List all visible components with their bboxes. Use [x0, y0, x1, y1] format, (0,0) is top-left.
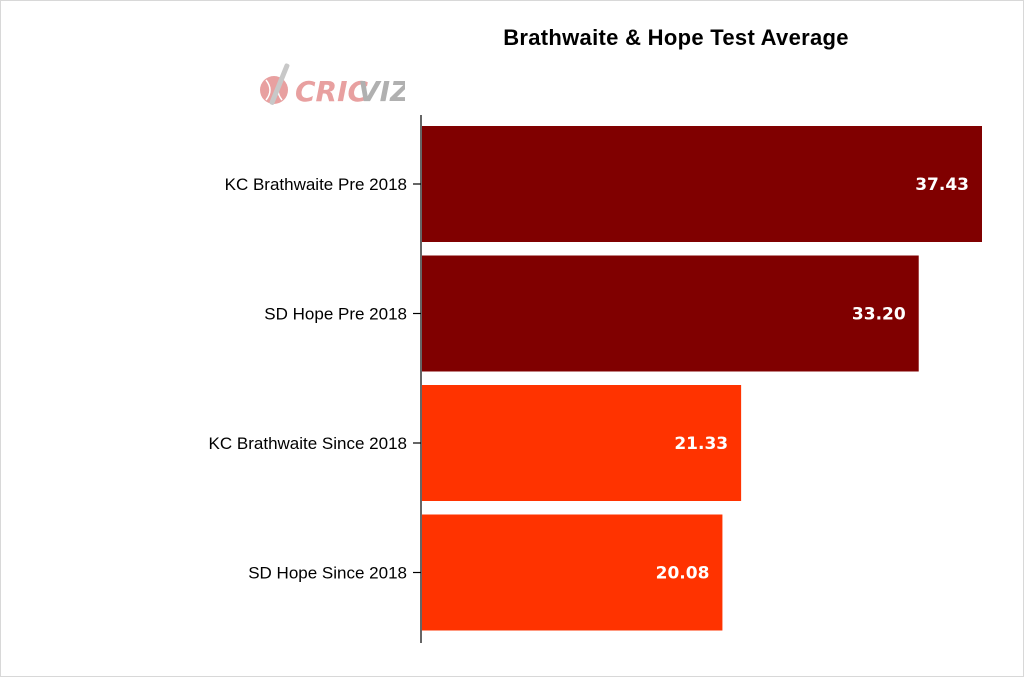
bar-2	[422, 255, 919, 372]
data-label: 20.08	[656, 564, 710, 584]
cricviz-logo: CRIC VIZ	[255, 58, 411, 114]
data-label: 21.33	[674, 434, 728, 454]
cricket-ball-bat-icon	[260, 63, 290, 105]
logo-text-viz: VIZ	[358, 75, 405, 108]
y-tick-label: KC Brathwaite Since 2018	[209, 434, 407, 453]
chart-title: Brathwaite & Hope Test Average	[503, 25, 849, 50]
y-tick-label: SD Hope Pre 2018	[264, 305, 407, 324]
data-label: 37.43	[915, 175, 969, 195]
data-label: 33.20	[852, 305, 906, 325]
y-tick-label: KC Brathwaite Pre 2018	[225, 175, 407, 194]
bar-3	[422, 385, 742, 501]
bar-1	[422, 126, 982, 242]
bar-4	[422, 514, 723, 631]
y-tick-label: SD Hope Since 2018	[248, 564, 407, 583]
logo-text-cric: CRIC	[295, 75, 369, 108]
